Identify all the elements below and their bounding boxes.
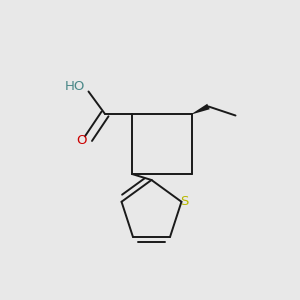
Text: O: O: [76, 134, 86, 147]
Text: S: S: [180, 195, 189, 208]
Polygon shape: [192, 104, 210, 114]
Text: HO: HO: [65, 80, 85, 94]
